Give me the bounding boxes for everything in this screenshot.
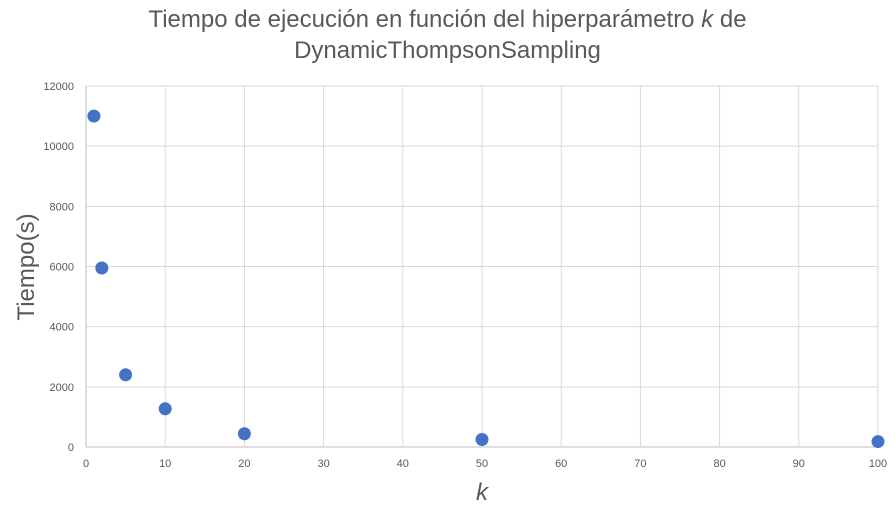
tick-labels: 0 2000 4000 6000 8000 10000 12000 0 10 20 30 40 50 60… [43,81,887,470]
data-point [237,427,251,441]
data-point [95,261,109,275]
y-tick-label: 2000 [50,382,74,394]
x-tick-label: 80 [713,458,725,470]
y-tick-label: 4000 [50,322,74,334]
x-tick-label: 70 [634,458,646,470]
x-axis-title: k [476,479,490,506]
title-line-2: DynamicThompsonSampling [294,37,601,64]
x-tick-label: 60 [555,458,567,470]
y-tick-label: 12000 [43,81,74,93]
y-tick-label: 6000 [50,262,74,274]
title-variable: k [701,6,714,33]
y-axis-title: Tiempo(s) [13,213,40,320]
chart-title: Tiempo de ejecución en función del hiper… [0,4,895,66]
y-tick-label: 0 [68,442,74,454]
data-point [475,432,489,446]
x-tick-label: 0 [83,458,89,470]
y-tick-label: 8000 [50,201,74,213]
gridlines [85,85,879,448]
x-tick-label: 10 [159,458,171,470]
x-tick-label: 20 [238,458,250,470]
y-tick-label: 10000 [43,141,74,153]
x-tick-label: 50 [476,458,488,470]
x-tick-label: 100 [869,458,887,470]
data-point [158,402,172,416]
data-points [87,109,885,449]
x-tick-label: 90 [793,458,805,470]
data-point [87,109,101,123]
data-point [871,435,885,449]
title-prefix: Tiempo de ejecución en función del hiper… [148,6,702,33]
x-tick-label: 40 [397,458,409,470]
data-point [119,368,133,382]
title-suffix: de [713,6,747,33]
x-tick-label: 30 [317,458,329,470]
